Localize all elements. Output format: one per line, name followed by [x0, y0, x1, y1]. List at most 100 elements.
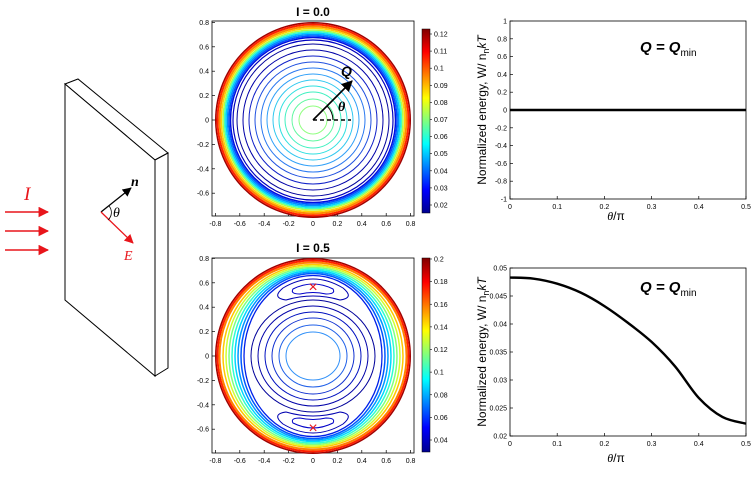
- x-tick-label: 0.5: [741, 204, 751, 211]
- y-tick-label: 0.4: [497, 72, 507, 79]
- energy-plot-bottom: 0 0.1 0.2 0.3 0.4 0.5 0.05 0.045 0.04 0.035 0.03 0.…: [475, 266, 751, 466]
- y-tick-label: 0.8: [199, 256, 209, 263]
- y-axis-label: Normalized energy, W/ nnkT: [475, 276, 491, 427]
- x-tick-label: -0.8: [209, 221, 221, 228]
- plot-axes-frame: [509, 267, 747, 437]
- y-tick-label: -0.2: [495, 125, 507, 132]
- plot-axis-ticks: 0 0.1 0.2 0.3 0.4 0.5 0.05 0.045 0.04 0.035 0.03 0.…: [489, 266, 751, 449]
- angle-arc: [107, 205, 112, 221]
- minimum-marker: ×: [308, 420, 317, 437]
- schematic: I n E θ: [5, 78, 169, 378]
- x-tick-label: 0.3: [647, 204, 657, 211]
- slab: [64, 78, 169, 378]
- y-tick-label: 0.8: [199, 20, 209, 27]
- y-tick-label: 1: [503, 19, 507, 26]
- y-tick-label: 0.025: [489, 406, 507, 413]
- colorbar-tick-label: 0.09: [434, 83, 448, 90]
- colorbar: [421, 28, 431, 214]
- y-tick-label: -0.4: [197, 166, 209, 173]
- colorbar-tick-label: 0.04: [434, 438, 448, 445]
- x-tick-label: 0.2: [333, 458, 343, 465]
- contour-lines: [215, 22, 411, 218]
- y-tick-label: 0: [503, 108, 507, 115]
- x-tick-label: 0.2: [333, 221, 343, 228]
- x-tick-label: 0.4: [694, 441, 704, 448]
- theta-label: θ: [338, 100, 346, 115]
- colorbar-tick-label: 0.03: [434, 185, 448, 192]
- y-tick-label: 0.04: [493, 322, 507, 329]
- colorbar-tick-label: 0.08: [434, 392, 448, 399]
- x-tick-label: 0: [508, 204, 512, 211]
- colorbar-ticks: 0.2 0.18 0.16 0.14 0.12 0.1 0.08 0.06 0.04: [430, 257, 448, 445]
- normal-label: n: [131, 175, 139, 190]
- colorbar-tick-label: 0.04: [434, 168, 448, 175]
- energy-curve: [509, 276, 747, 425]
- q-vector: [312, 80, 353, 121]
- colorbar-tick-label: 0.18: [434, 279, 448, 286]
- incident-light-arrows: [5, 206, 50, 256]
- colorbar: [421, 257, 431, 453]
- q-annotation: Q = Qmin: [640, 279, 697, 299]
- contour-axis-ticks: -0.8 -0.6 -0.6 -0.4 -0.4 -0.2 -0.2 0 0 0.2 0.2 0.4 0…: [197, 256, 416, 465]
- x-tick-label: -0.8: [209, 458, 221, 465]
- x-tick-label: 0.4: [694, 204, 704, 211]
- y-tick-label: 0.03: [493, 378, 507, 385]
- x-tick-label: -0.2: [283, 221, 295, 228]
- q-angle-arc: [326, 105, 334, 121]
- field-label: E: [123, 249, 133, 264]
- x-tick-label: 0.5: [741, 441, 751, 448]
- y-tick-label: 0.6: [497, 54, 507, 61]
- x-axis-label: θ/π: [607, 451, 625, 465]
- contour-lines: [215, 258, 411, 454]
- x-tick-label: -0.4: [258, 221, 270, 228]
- colorbar-tick-label: 0.1: [434, 66, 444, 73]
- x-tick-label: 0: [311, 458, 315, 465]
- colorbar-tick-label: 0.2: [434, 257, 444, 264]
- x-tick-label: 0.1: [552, 441, 562, 448]
- colorbar-tick-label: 0.14: [434, 324, 448, 331]
- y-tick-label: 0.6: [199, 44, 209, 51]
- x-tick-label: 0.4: [357, 221, 367, 228]
- x-tick-label: 0.2: [600, 204, 610, 211]
- colorbar-tick-label: 0.06: [434, 415, 448, 422]
- y-tick-label: 0.035: [489, 350, 507, 357]
- y-tick-label: 0.4: [199, 69, 209, 76]
- energy-plot-top: 0 0.1 0.2 0.3 0.4 0.5 1 0.8 0.6 0.4 0.2 0 -0.2 -0.4 -0…: [475, 19, 751, 224]
- y-tick-label: 0.045: [489, 294, 507, 301]
- y-tick-label: -0.6: [495, 161, 507, 168]
- x-tick-label: 0.8: [406, 458, 416, 465]
- field-vector: [100, 211, 134, 244]
- contour-axis-ticks: -0.8 -0.6 -0.6 -0.4 -0.4 -0.2 -0.2 0 0 0.2 0.2 0.4 0…: [197, 20, 416, 228]
- colorbar-tick-label: 0.05: [434, 151, 448, 158]
- y-tick-label: 0: [205, 118, 209, 125]
- x-tick-label: -0.2: [283, 458, 295, 465]
- colorbar-tick-label: 0.1: [434, 370, 444, 377]
- x-tick-label: 0.4: [357, 458, 367, 465]
- y-tick-label: 0.8: [497, 36, 507, 43]
- x-tick-label: 0.2: [600, 441, 610, 448]
- colorbar-tick-label: 0.12: [434, 347, 448, 354]
- y-tick-label: -1: [501, 197, 507, 204]
- contour-title: I = 0.5: [296, 241, 330, 255]
- x-tick-label: 0.3: [647, 441, 657, 448]
- x-tick-label: 0.1: [552, 204, 562, 211]
- colorbar-tick-label: 0.16: [434, 302, 448, 309]
- x-tick-label: -0.6: [234, 221, 246, 228]
- y-tick-label: 0.2: [199, 329, 209, 336]
- x-tick-label: 0.6: [381, 458, 391, 465]
- y-tick-label: -0.2: [197, 142, 209, 149]
- y-tick-label: -0.6: [197, 191, 209, 198]
- x-tick-label: -0.4: [258, 458, 270, 465]
- y-axis-label: Normalized energy, W/ nnkT: [475, 34, 491, 185]
- y-tick-label: 0.4: [199, 305, 209, 312]
- y-tick-label: 0.2: [497, 90, 507, 97]
- colorbar-tick-label: 0.07: [434, 117, 448, 124]
- y-tick-label: -0.4: [197, 402, 209, 409]
- x-tick-label: 0: [311, 221, 315, 228]
- colorbar-tick-label: 0.11: [434, 49, 447, 56]
- contour-panel-bottom: I = 0.5 -0.8 -0.6 -0.6 -0.4 -0.4 -0.2 -0.2 0 0 0.…: [197, 241, 448, 465]
- y-tick-label: -0.2: [197, 378, 209, 385]
- colorbar-tick-label: 0.12: [434, 32, 448, 39]
- y-tick-label: 0.2: [199, 93, 209, 100]
